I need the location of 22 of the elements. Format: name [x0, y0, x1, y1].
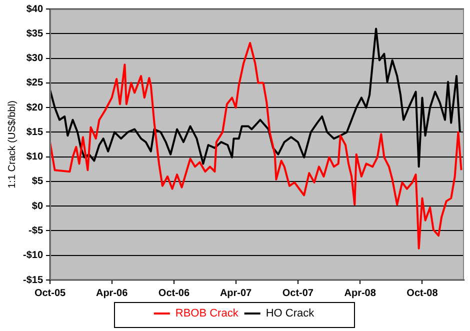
- y-tick-label: $10: [26, 152, 44, 163]
- y-tick-label: $20: [26, 102, 44, 114]
- y-tick-label: $35: [26, 28, 44, 40]
- x-tick-label: Oct-06: [158, 288, 190, 299]
- y-tick-label: -$15: [23, 274, 44, 286]
- y-tick-label: -$10: [23, 250, 44, 262]
- x-tick-label: Oct-08: [406, 288, 438, 299]
- y-tick-label: $25: [26, 78, 44, 89]
- y-tick-label: $5: [32, 176, 44, 188]
- y-tick-label: $30: [26, 53, 44, 64]
- x-tick-label: Apr-07: [220, 288, 252, 299]
- x-tick-label: Oct-07: [282, 288, 314, 299]
- y-tick-label: $15: [26, 126, 44, 138]
- y-tick-label: $40: [26, 4, 44, 15]
- x-tick-label: Oct-05: [34, 288, 66, 299]
- y-axis-title: 1:1 Crack (US$/bbl): [6, 100, 18, 188]
- legend-label: RBOB Crack: [175, 308, 239, 320]
- legend-label: HO Crack: [266, 308, 315, 320]
- y-tick-label: $0: [32, 200, 44, 212]
- y-tick-label: -$5: [28, 225, 44, 236]
- x-tick-label: Apr-06: [96, 288, 128, 299]
- x-tick-label: Apr-08: [344, 288, 376, 299]
